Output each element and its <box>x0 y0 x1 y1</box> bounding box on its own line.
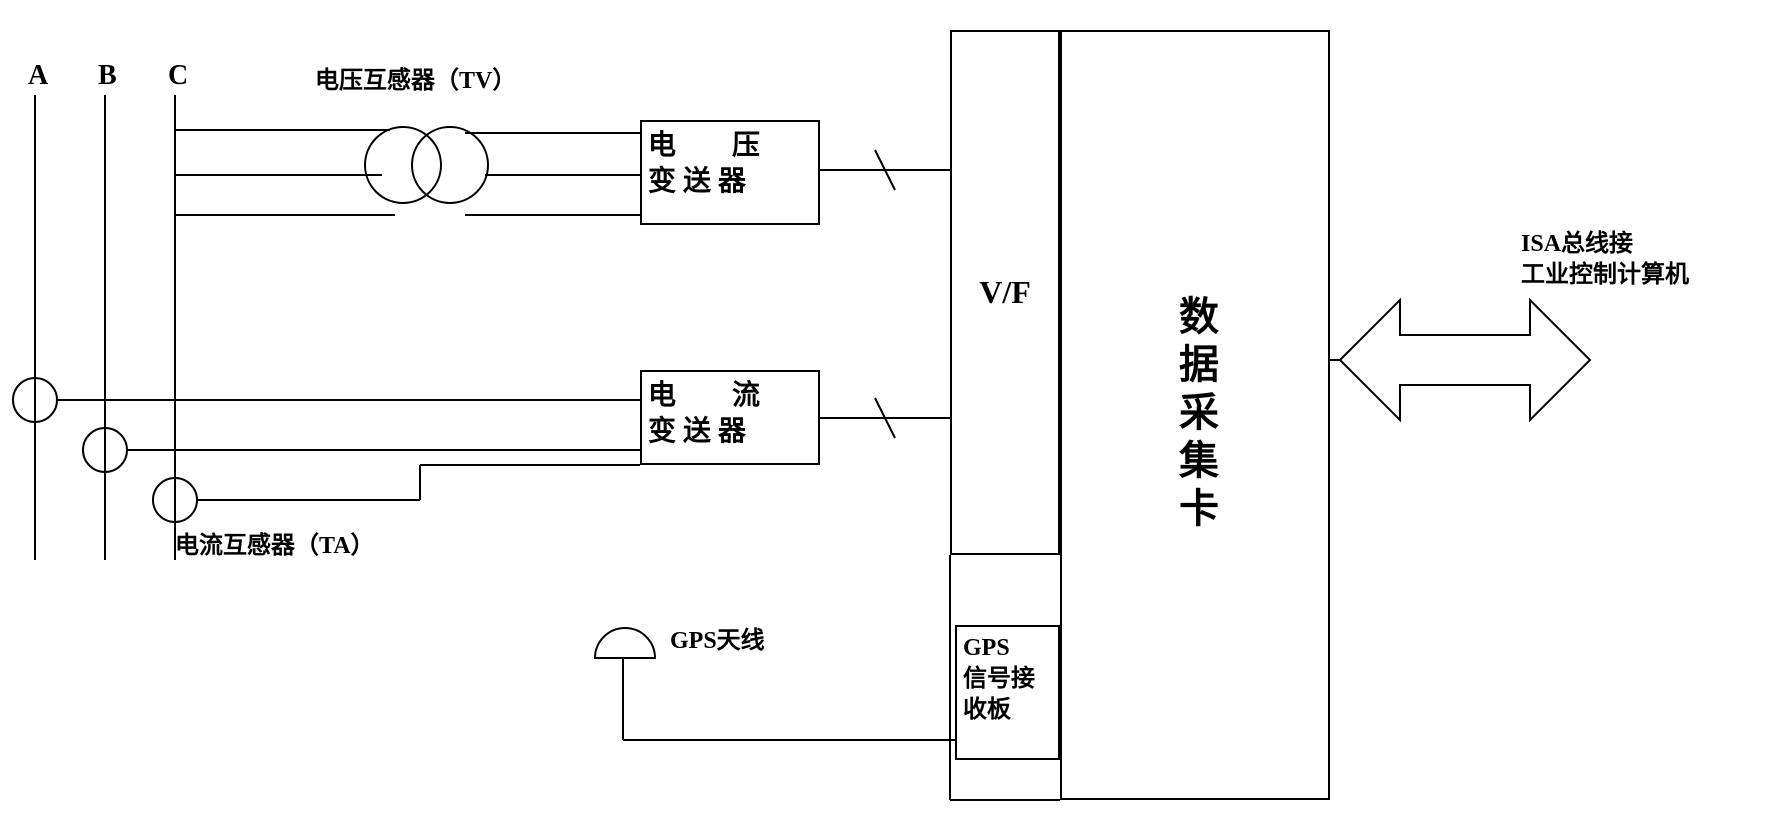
gps-antenna-label: GPS天线 <box>670 620 765 655</box>
current-transmitter-box: 电 流 变 送 器 <box>640 370 820 465</box>
voltage-transmitter-box: 电 压 变 送 器 <box>640 120 820 225</box>
data-card-box: 数据采集卡 <box>1060 30 1330 800</box>
diagram-svg <box>0 0 1771 837</box>
vf-box: V/F <box>950 30 1060 555</box>
phase-a-label: A <box>28 60 48 92</box>
phase-c-label: C <box>168 60 188 92</box>
voltage-transformer-label: 电压互感器（TV） <box>315 60 516 95</box>
current-transformer-label: 电流互感器（TA） <box>175 525 375 560</box>
gps-receiver-box: GPS 信号接 收板 <box>955 625 1060 760</box>
isa-arrow-icon <box>1340 300 1590 420</box>
isa-bus-label: ISA总线接 工业控制计算机 <box>1515 223 1695 297</box>
circuit-diagram: A B C 电压互感器（TV） 电流互感器（TA） GPS天线 ISA总线接 工… <box>0 0 1771 837</box>
phase-b-label: B <box>98 60 117 92</box>
data-card-label: 数据采集卡 <box>1166 295 1224 535</box>
